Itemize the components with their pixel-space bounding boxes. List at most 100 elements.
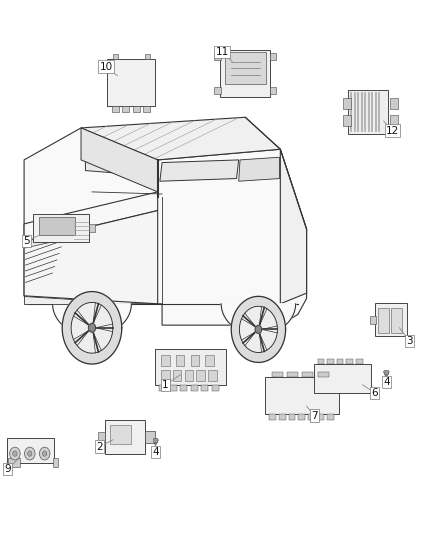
Polygon shape <box>239 157 279 181</box>
Bar <box>161 355 170 366</box>
Bar <box>314 365 371 392</box>
Bar <box>318 414 324 420</box>
Bar <box>390 98 398 109</box>
Bar <box>145 431 155 443</box>
Bar <box>176 355 184 366</box>
Circle shape <box>10 447 20 460</box>
Bar <box>180 385 187 391</box>
Bar <box>318 372 328 377</box>
Bar <box>208 370 217 381</box>
Bar <box>112 106 119 112</box>
Bar <box>107 59 155 106</box>
Polygon shape <box>62 292 122 364</box>
Bar <box>302 372 313 377</box>
Text: 6: 6 <box>371 388 378 398</box>
Polygon shape <box>71 302 113 353</box>
Bar <box>298 414 305 420</box>
Text: 4: 4 <box>152 447 159 457</box>
Bar <box>370 316 376 324</box>
Bar <box>287 372 298 377</box>
Bar <box>220 50 271 97</box>
Bar <box>170 385 177 391</box>
Text: 10: 10 <box>99 62 113 71</box>
Bar <box>391 308 402 333</box>
Polygon shape <box>280 149 307 304</box>
Bar <box>270 53 276 60</box>
Text: 3: 3 <box>406 336 413 346</box>
Bar <box>113 54 118 59</box>
Bar <box>327 414 334 420</box>
Bar <box>308 414 314 420</box>
Bar <box>201 385 208 391</box>
Bar <box>184 370 193 381</box>
Polygon shape <box>25 236 57 248</box>
Bar <box>8 458 20 467</box>
Bar <box>327 359 334 365</box>
Circle shape <box>42 451 47 456</box>
Text: 5: 5 <box>23 236 30 246</box>
Bar <box>155 349 226 385</box>
Bar <box>225 52 265 84</box>
Bar <box>53 458 58 467</box>
Bar <box>378 308 389 333</box>
Circle shape <box>28 451 32 456</box>
Bar <box>265 377 339 414</box>
Polygon shape <box>160 160 239 181</box>
Bar <box>191 385 198 391</box>
Bar <box>191 355 199 366</box>
Bar <box>318 359 324 365</box>
Bar <box>7 438 54 463</box>
Bar <box>98 432 105 442</box>
Bar <box>337 359 343 365</box>
Polygon shape <box>53 304 131 336</box>
Bar <box>289 414 295 420</box>
Polygon shape <box>24 192 158 243</box>
Bar <box>110 425 131 445</box>
Text: 7: 7 <box>311 411 318 421</box>
Polygon shape <box>81 128 158 192</box>
Bar <box>272 372 283 377</box>
Bar <box>173 370 181 381</box>
Bar <box>279 414 286 420</box>
Text: 9: 9 <box>4 464 11 474</box>
Polygon shape <box>255 326 261 333</box>
Polygon shape <box>88 324 95 332</box>
Polygon shape <box>24 128 307 325</box>
Bar <box>197 370 205 381</box>
Polygon shape <box>24 296 88 304</box>
Bar <box>343 115 351 126</box>
Text: 1: 1 <box>162 380 169 390</box>
Bar <box>215 53 221 60</box>
Bar <box>33 214 89 242</box>
Text: 11: 11 <box>215 47 229 57</box>
Circle shape <box>13 451 17 456</box>
Bar <box>212 385 219 391</box>
Polygon shape <box>240 306 277 352</box>
Bar <box>390 115 398 126</box>
Text: 12: 12 <box>386 126 399 135</box>
Bar <box>145 54 150 59</box>
Bar <box>346 359 353 365</box>
Bar <box>39 217 75 235</box>
Bar <box>215 87 221 94</box>
Bar <box>143 106 150 112</box>
Bar <box>348 90 388 134</box>
Bar <box>356 359 363 365</box>
Bar <box>375 303 407 336</box>
Bar <box>133 106 140 112</box>
Circle shape <box>25 447 35 460</box>
Bar <box>105 420 145 454</box>
Bar <box>159 385 166 391</box>
Polygon shape <box>231 296 286 362</box>
Bar <box>161 370 170 381</box>
Bar <box>269 414 276 420</box>
Bar <box>343 98 351 109</box>
Bar <box>89 224 95 232</box>
Text: 2: 2 <box>96 442 103 451</box>
Bar <box>205 355 214 366</box>
Polygon shape <box>81 117 280 160</box>
Polygon shape <box>221 304 296 335</box>
Bar <box>122 106 129 112</box>
Polygon shape <box>24 211 158 304</box>
Circle shape <box>39 447 50 460</box>
